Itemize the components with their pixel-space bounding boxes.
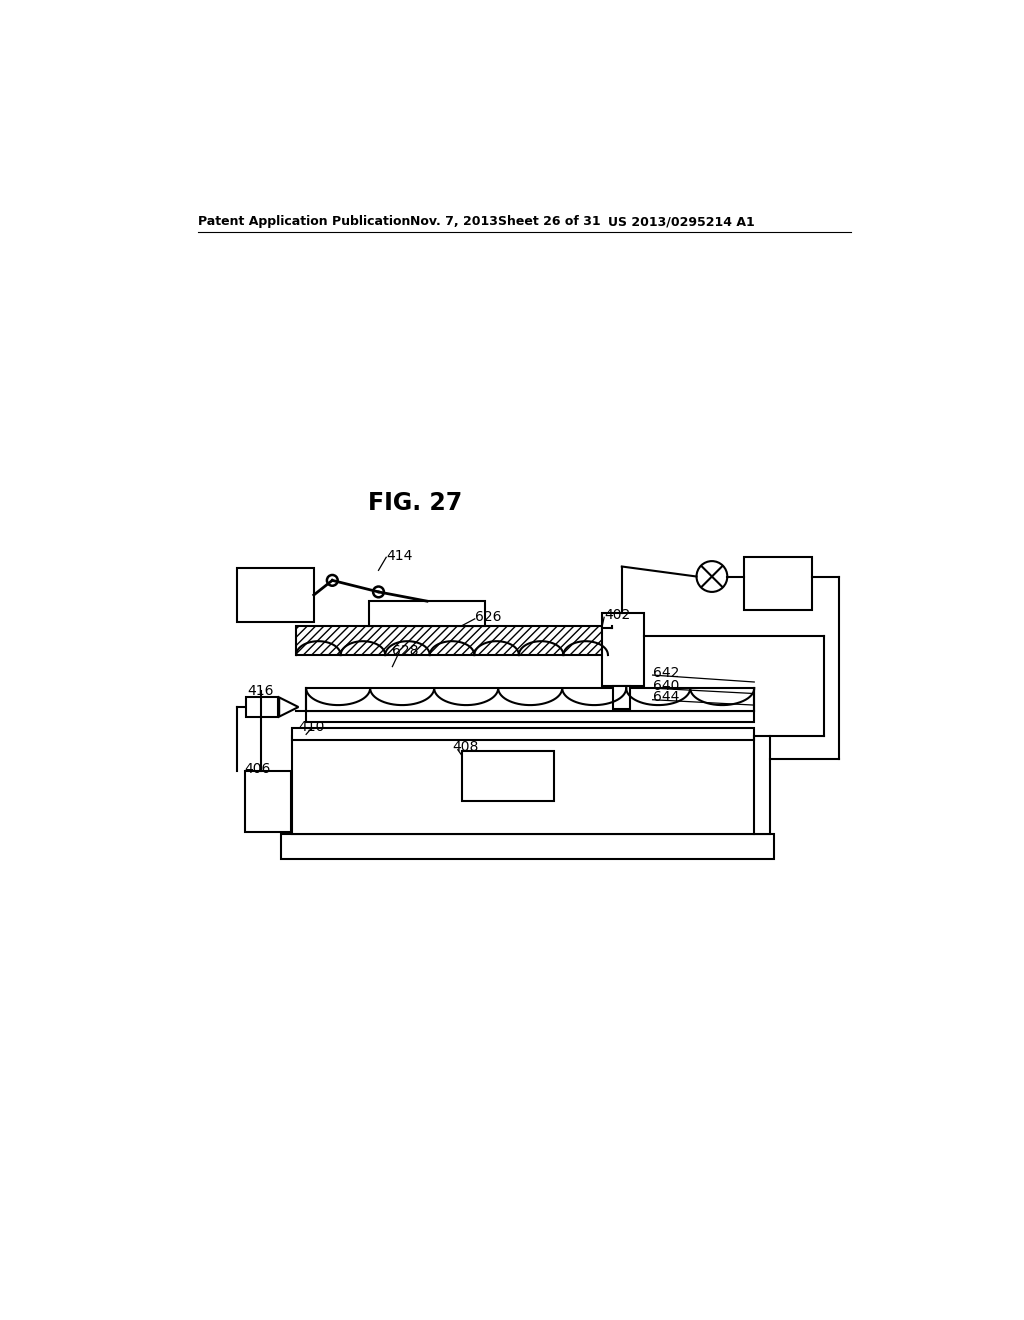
Bar: [292, 737, 770, 834]
Text: 640: 640: [652, 678, 679, 693]
Bar: [602, 612, 644, 686]
Bar: [613, 686, 631, 709]
Bar: [237, 568, 313, 622]
Bar: [292, 729, 755, 739]
Bar: [744, 557, 812, 610]
Bar: [370, 601, 484, 626]
Bar: [296, 626, 611, 655]
Text: Sheet 26 of 31: Sheet 26 of 31: [498, 215, 600, 228]
Text: Patent Application Publication: Patent Application Publication: [199, 215, 411, 228]
Text: 642: 642: [652, 665, 679, 680]
Bar: [281, 834, 773, 859]
Bar: [246, 697, 279, 717]
Text: 644: 644: [652, 690, 679, 705]
Bar: [306, 688, 755, 711]
Text: 414: 414: [386, 549, 413, 562]
Bar: [245, 771, 291, 832]
Text: 416: 416: [248, 684, 274, 698]
Bar: [462, 751, 554, 801]
Text: 408: 408: [453, 741, 479, 755]
Text: 626: 626: [475, 610, 502, 624]
Bar: [306, 711, 755, 722]
Text: FIG. 27: FIG. 27: [369, 491, 463, 515]
Text: 410: 410: [298, 719, 325, 734]
Text: US 2013/0295214 A1: US 2013/0295214 A1: [608, 215, 755, 228]
Text: 406: 406: [245, 762, 271, 776]
Polygon shape: [280, 697, 298, 717]
Text: 402: 402: [604, 609, 631, 622]
Text: Nov. 7, 2013: Nov. 7, 2013: [410, 215, 498, 228]
Text: 628: 628: [392, 644, 419, 659]
